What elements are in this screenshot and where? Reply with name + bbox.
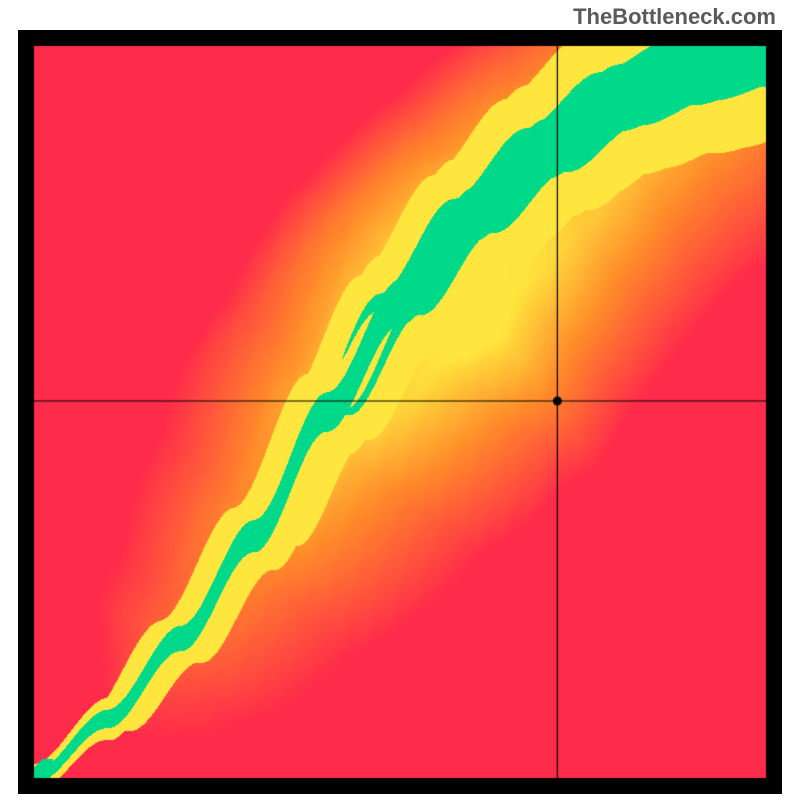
attribution-text: TheBottleneck.com	[573, 4, 776, 30]
plot-frame	[18, 30, 782, 794]
bottleneck-heatmap	[18, 30, 782, 794]
root: TheBottleneck.com	[0, 0, 800, 800]
